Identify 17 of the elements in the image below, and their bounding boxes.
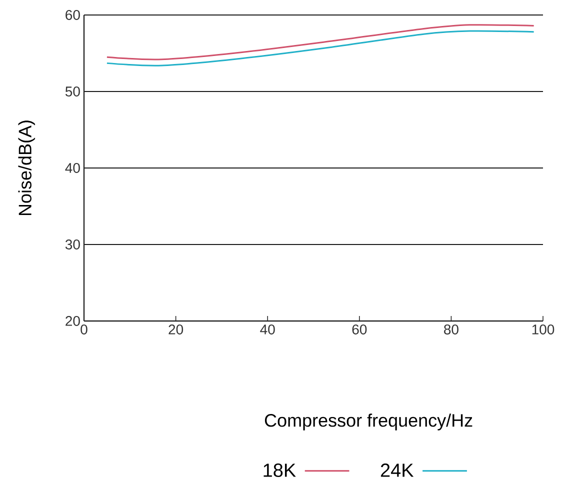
line-series: [106, 30, 535, 66]
y-tick-label: 50: [65, 86, 80, 96]
y-tick-label: 30: [65, 240, 80, 250]
legend-label: 18K: [264, 464, 296, 477]
x-tick-label: 80: [444, 324, 458, 334]
y-axis-title: Noise/dB(A): [18, 120, 36, 216]
y-tick-label: 60: [66, 10, 80, 20]
x-tick-label: 40: [260, 324, 275, 334]
line-series: [106, 24, 535, 60]
legend-label: 24K: [380, 464, 414, 477]
y-tick-label: 40: [65, 163, 80, 173]
x-tick-label: 20: [168, 324, 184, 334]
x-tick-label: 0: [80, 324, 88, 334]
x-tick-label: 60: [352, 324, 367, 334]
x-tick-label: 100: [532, 324, 554, 334]
x-axis-title: Compressor frequency/Hz: [264, 414, 472, 430]
y-tick-label: 20: [66, 316, 80, 326]
